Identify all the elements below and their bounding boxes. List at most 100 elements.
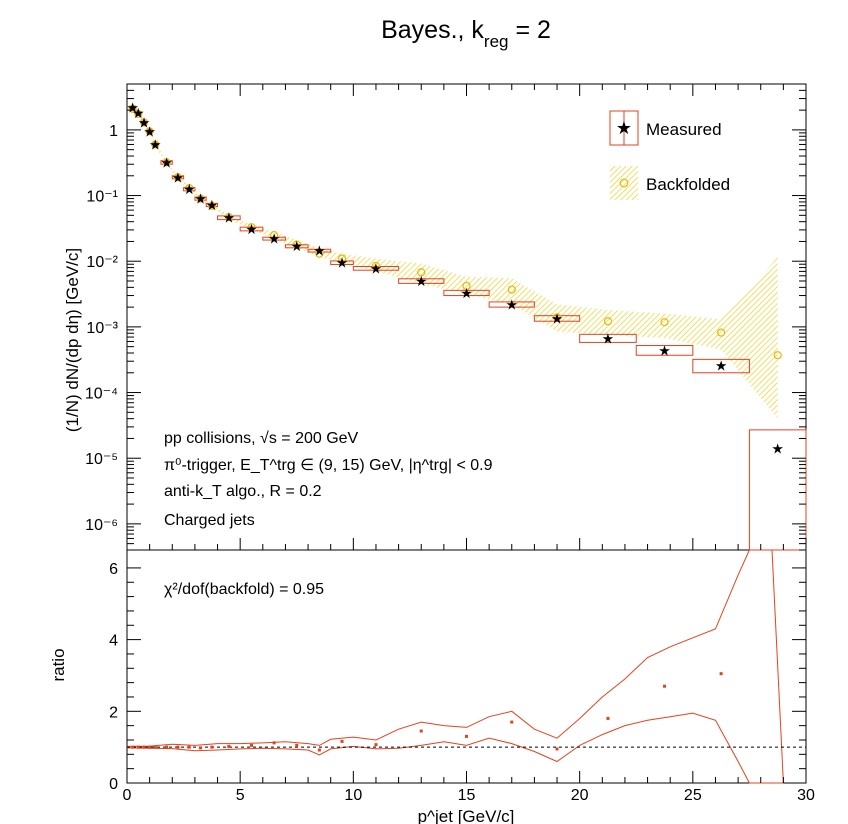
measured-point: ★ — [290, 238, 303, 254]
ratio-point — [210, 745, 214, 749]
ratio-point — [131, 745, 135, 749]
ratio-point — [374, 743, 378, 747]
backfolded-point — [603, 317, 613, 326]
annotations: pp collisions, √s = 200 GeV π⁰-trigger, … — [164, 430, 493, 598]
ratio-point — [340, 739, 344, 743]
ratio-point — [176, 745, 180, 749]
measured-syst-box — [488, 301, 535, 308]
measured-point: ★ — [460, 285, 473, 301]
measured-point: ★ — [771, 441, 784, 457]
measured-syst-box — [146, 129, 153, 134]
measured-point: ★ — [183, 181, 196, 197]
measured-syst-box — [748, 429, 807, 551]
top-y-tick-label: 10⁻⁵ — [85, 451, 118, 468]
backfolded-point — [224, 212, 233, 222]
backfolded-point — [292, 240, 301, 249]
measured-syst-box — [183, 187, 196, 192]
ratio-point — [227, 744, 231, 748]
legend-backfolded-swatch — [610, 166, 638, 200]
backfolded-point — [315, 249, 324, 258]
x-tick-label: 30 — [797, 787, 815, 804]
ratio-point — [555, 747, 559, 751]
x-tick-label: 0 — [123, 787, 132, 804]
ratio-envelope-lower — [126, 712, 784, 784]
backfolded-point — [717, 328, 726, 337]
measured-point: ★ — [149, 136, 162, 152]
ratio-point — [295, 743, 299, 747]
measured-point: ★ — [172, 169, 185, 185]
ratio-point — [136, 745, 140, 749]
backfolded-point — [173, 173, 183, 182]
ratio-point — [510, 720, 514, 724]
measured-syst-box — [398, 278, 445, 284]
measured-point: ★ — [313, 243, 326, 259]
measured-syst-box — [140, 120, 148, 125]
ratio-point — [465, 734, 468, 738]
x-tick-label: 5 — [236, 787, 245, 804]
legend-backfolded-marker — [619, 178, 629, 188]
measured-syst-box — [352, 266, 400, 271]
bottom-y-tick-label: 6 — [109, 561, 118, 578]
annotation-trigger: π⁰-trigger, E_T^trg ∈ (9, 15) GeV, |η^tr… — [164, 457, 493, 474]
ratio-envelope-upper — [126, 549, 784, 784]
annotation-charged-jets: Charged jets — [164, 512, 255, 529]
legend-measured-marker: ★ — [616, 118, 632, 138]
measured-syst-box — [262, 236, 286, 241]
bottom-y-tick-label: 0 — [109, 776, 118, 793]
top-y-tick-label: 1 — [109, 123, 118, 140]
ratio-point — [165, 745, 169, 749]
x-axis-title: p^jet [GeV/c] — [418, 807, 515, 824]
bottom-y-axis-title: ratio — [49, 648, 68, 681]
backfolded-point — [417, 268, 426, 277]
backfolded-point — [207, 201, 216, 210]
ratio-point — [719, 672, 723, 676]
measured-point: ★ — [160, 154, 173, 170]
ratio-point — [317, 748, 321, 752]
top-y-tick-label: 10⁻⁴ — [85, 386, 118, 403]
backfolded-point — [337, 254, 347, 263]
backfolded-point — [462, 281, 471, 291]
measured-point: ★ — [505, 296, 518, 312]
backfolded-point — [552, 313, 562, 322]
legend-measured-label: Measured — [646, 120, 722, 139]
measured-point: ★ — [132, 105, 145, 121]
measured-syst-box — [692, 358, 750, 374]
backfolded-point — [128, 104, 137, 113]
top-y-tick-label: 10⁻² — [86, 254, 118, 271]
backfolded-point — [145, 127, 154, 136]
legend: ★ Measured Backfolded — [609, 110, 730, 200]
measured-syst-box — [194, 196, 207, 201]
measured-point: ★ — [602, 330, 615, 346]
annotation-chi2: χ²/dof(backfold) = 0.95 — [164, 581, 324, 598]
measured-point: ★ — [370, 260, 383, 276]
backfolded-point — [270, 230, 279, 240]
ratio-point — [419, 729, 423, 733]
measured-point: ★ — [245, 221, 258, 237]
backfolded-point — [660, 318, 669, 327]
measured-syst-box — [205, 202, 219, 208]
measured-syst-box — [635, 345, 694, 356]
measured-syst-box — [217, 215, 241, 221]
backfolded-point — [507, 285, 516, 294]
backfolded-point — [134, 109, 143, 119]
backfolded-point — [196, 194, 205, 203]
measured-point: ★ — [415, 273, 428, 289]
ratio-point — [153, 745, 157, 749]
measured-syst-box — [307, 248, 332, 253]
measured-point: ★ — [143, 123, 156, 139]
measured-syst-box — [579, 333, 637, 343]
x-tick-label: 25 — [684, 787, 702, 804]
x-tick-label: 10 — [344, 787, 362, 804]
backfolded-point — [151, 140, 160, 149]
ratio-point — [249, 743, 253, 747]
measured-point: ★ — [126, 99, 139, 115]
top-panel-frame — [126, 83, 807, 551]
measured-syst-box — [134, 111, 142, 116]
top-y-axis-title: (1/N) dN/(dp dη) [GeV/c] — [63, 248, 82, 432]
top-y-tick-label: 10⁻¹ — [86, 189, 118, 206]
ratio-point — [606, 716, 610, 720]
measured-point: ★ — [551, 310, 564, 326]
bottom-y-tick-label: 2 — [109, 704, 118, 721]
measured-point: ★ — [138, 114, 151, 130]
